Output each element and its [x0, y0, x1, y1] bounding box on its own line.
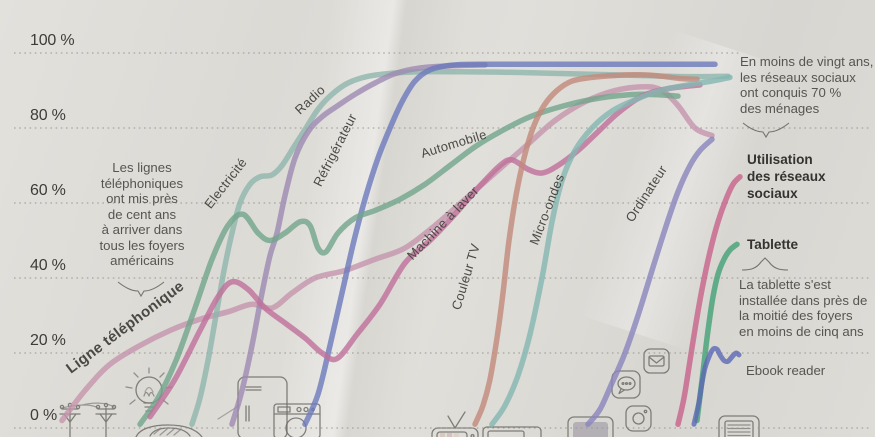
y-axis-label-0: 0 %	[30, 407, 57, 424]
curve-ebook-reader	[691, 345, 742, 427]
y-axis-label-20: 20 %	[30, 332, 66, 349]
telephone-poles-icon	[59, 402, 117, 437]
microwave-icon	[482, 426, 542, 437]
curve-couleur-tv	[472, 72, 700, 427]
curve-electricite	[189, 68, 731, 427]
curve-radio	[229, 62, 488, 427]
curve-label-ordinateur: Ordinateur	[622, 162, 670, 225]
curve-micro-ondes	[489, 74, 733, 427]
series-label-social-media: Utilisation des réseaux sociaux	[747, 152, 826, 202]
gridlines	[14, 52, 872, 429]
y-axis-label-60: 60 %	[30, 182, 66, 199]
mail-app-icon	[643, 348, 670, 374]
brace-icon	[742, 122, 790, 139]
curve-machine-a-laver	[147, 82, 703, 420]
curve-label-ligne-telephonique: Ligne téléphonique	[63, 278, 187, 378]
computer-monitor-icon	[567, 416, 614, 437]
y-axis-label-100: 100 %	[30, 32, 75, 49]
tv-antenna-icon	[431, 411, 479, 437]
y-axis-label-40: 40 %	[30, 257, 66, 274]
annotation-telephone: Les lignes téléphoniques ont mis près de…	[99, 160, 185, 269]
curves	[59, 61, 743, 427]
curve-refrigerateur	[302, 61, 718, 427]
car-icon	[135, 424, 203, 437]
annotation-tablet: La tablette s'est installée dans près de…	[739, 277, 868, 339]
ebook-reader-icon	[718, 415, 760, 437]
curve-reseaux-sociaux	[675, 174, 743, 427]
brace-icon	[741, 257, 789, 271]
curve-ligne-telephonique	[59, 84, 715, 424]
curve-label-automobile: Automobile	[419, 127, 488, 161]
light-bulb-icon	[125, 367, 173, 412]
camera-app-icon	[625, 405, 652, 432]
annotation-social-media: En moins de vingt ans, les réseaux socia…	[740, 54, 874, 116]
curve-automobile	[137, 91, 681, 427]
y-axis-label-80: 80 %	[30, 107, 66, 124]
series-label-tablet: Tablette	[747, 237, 799, 252]
curve-label-couleur-tv: Couleur TV	[449, 242, 483, 312]
annotation-braces	[117, 122, 790, 298]
brace-icon	[117, 281, 165, 298]
curve-ordinateur	[585, 136, 715, 427]
series-label-ebook-reader: Ebook reader	[746, 363, 826, 378]
